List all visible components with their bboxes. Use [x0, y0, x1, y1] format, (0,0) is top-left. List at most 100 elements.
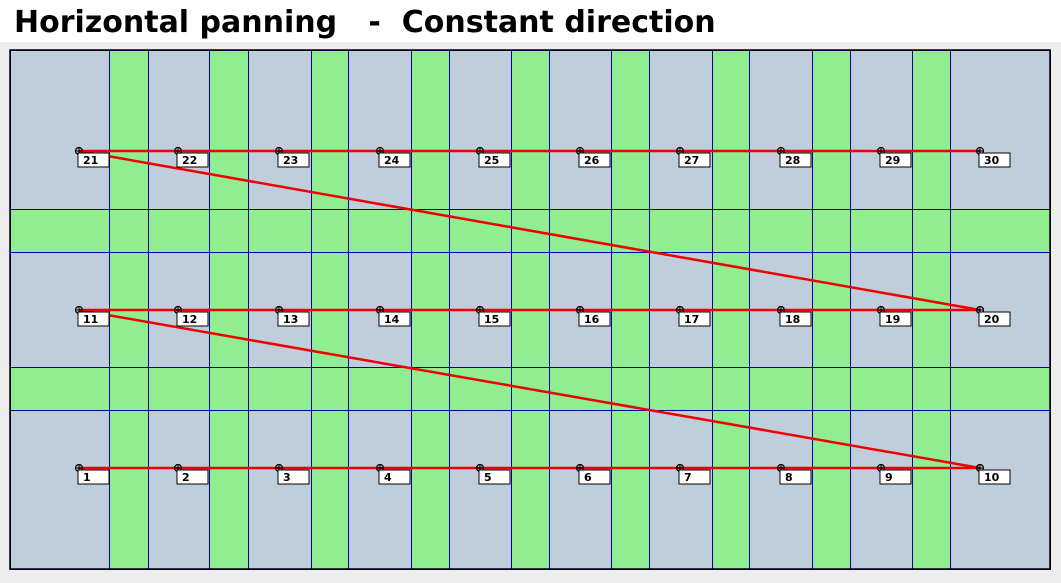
image-tile [348, 410, 412, 570]
point-label: 9 [885, 471, 893, 484]
point-label-box [978, 469, 1011, 485]
point-label: 29 [885, 154, 900, 167]
point-label-box [478, 469, 511, 485]
shot-point-17: 17 [675, 305, 711, 327]
shot-point-5: 5 [475, 463, 511, 485]
point-label-box [978, 311, 1011, 327]
shot-point-7: 7 [675, 463, 711, 485]
point-label-box [678, 311, 711, 327]
image-tile [449, 50, 512, 210]
point-label: 5 [484, 471, 492, 484]
point-label: 12 [182, 313, 197, 326]
point-label: 25 [484, 154, 499, 167]
point-label-box [578, 152, 611, 168]
point-label: 3 [283, 471, 291, 484]
point-label: 10 [984, 471, 1000, 484]
shot-point-30: 30 [975, 146, 1011, 168]
point-label: 24 [384, 154, 400, 167]
point-label-box [578, 311, 611, 327]
shot-point-18: 18 [776, 305, 812, 327]
point-label-box [77, 311, 110, 327]
point-label-box [277, 152, 310, 168]
shot-point-16: 16 [575, 305, 611, 327]
shot-point-27: 27 [675, 146, 711, 168]
shot-point-13: 13 [274, 305, 310, 327]
shot-point-22: 22 [173, 146, 209, 168]
point-label-box [77, 152, 110, 168]
shot-point-28: 28 [776, 146, 812, 168]
shot-point-2: 2 [173, 463, 209, 485]
panorama-canvas: 21 22 23 24 25 26 27 28 29 30 11 12 13 14 15 16 17 18 19 20… [0, 42, 1061, 583]
point-label: 15 [484, 313, 499, 326]
image-tile [148, 50, 210, 210]
point-label-box [478, 311, 511, 327]
point-label-box [879, 311, 912, 327]
point-label-box [176, 152, 209, 168]
image-tile [850, 410, 913, 570]
point-label-box [277, 469, 310, 485]
point-label: 11 [83, 313, 98, 326]
point-label: 22 [182, 154, 197, 167]
shot-point-15: 15 [475, 305, 511, 327]
image-tile [248, 410, 312, 570]
point-label-box [879, 152, 912, 168]
point-label: 4 [384, 471, 392, 484]
image-tile [348, 50, 412, 210]
image-tile [549, 410, 612, 570]
shot-point-1: 1 [74, 463, 110, 485]
point-label-box [578, 469, 611, 485]
point-label-box [779, 152, 812, 168]
shot-point-24: 24 [375, 146, 411, 168]
point-label: 21 [83, 154, 98, 167]
shot-point-12: 12 [173, 305, 209, 327]
shot-point-8: 8 [776, 463, 812, 485]
shot-point-4: 4 [375, 463, 411, 485]
shot-point-3: 3 [274, 463, 310, 485]
point-label-box [779, 469, 812, 485]
shot-point-21: 21 [74, 146, 110, 168]
point-label-box [77, 469, 110, 485]
shot-point-14: 14 [375, 305, 411, 327]
image-tile [10, 410, 110, 570]
point-label: 6 [584, 471, 592, 484]
point-label: 7 [684, 471, 692, 484]
point-label: 13 [283, 313, 298, 326]
canvas-border [9, 49, 1051, 570]
panning-path [78, 149, 981, 470]
image-tile [850, 50, 913, 210]
image-tile [449, 410, 512, 570]
point-label: 2 [182, 471, 190, 484]
point-label-box [478, 152, 511, 168]
point-label: 8 [785, 471, 793, 484]
shot-point-23: 23 [274, 146, 310, 168]
point-label: 23 [283, 154, 298, 167]
image-tile [649, 50, 713, 210]
point-label: 16 [584, 313, 600, 326]
point-label-box [378, 152, 411, 168]
path-segment [78, 149, 981, 312]
diagram-title: Horizontal panning - Constant direction [14, 5, 716, 40]
point-label: 20 [984, 313, 1000, 326]
image-tile [10, 50, 110, 210]
point-label: 30 [984, 154, 1000, 167]
shot-point-9: 9 [876, 463, 912, 485]
shot-point-19: 19 [876, 305, 912, 327]
point-label: 18 [785, 313, 800, 326]
shot-point-25: 25 [475, 146, 511, 168]
point-label-box [678, 152, 711, 168]
point-label-box [378, 469, 411, 485]
path-segment [78, 308, 981, 470]
point-label-box [176, 311, 209, 327]
image-tile [950, 410, 1051, 570]
shot-point-20: 20 [975, 305, 1011, 327]
point-label-box [779, 311, 812, 327]
point-label: 14 [384, 313, 400, 326]
shot-point-6: 6 [575, 463, 611, 485]
point-label-box [176, 469, 209, 485]
point-label: 19 [885, 313, 900, 326]
shot-point-29: 29 [876, 146, 912, 168]
point-label-box [978, 152, 1011, 168]
image-tile [148, 410, 210, 570]
